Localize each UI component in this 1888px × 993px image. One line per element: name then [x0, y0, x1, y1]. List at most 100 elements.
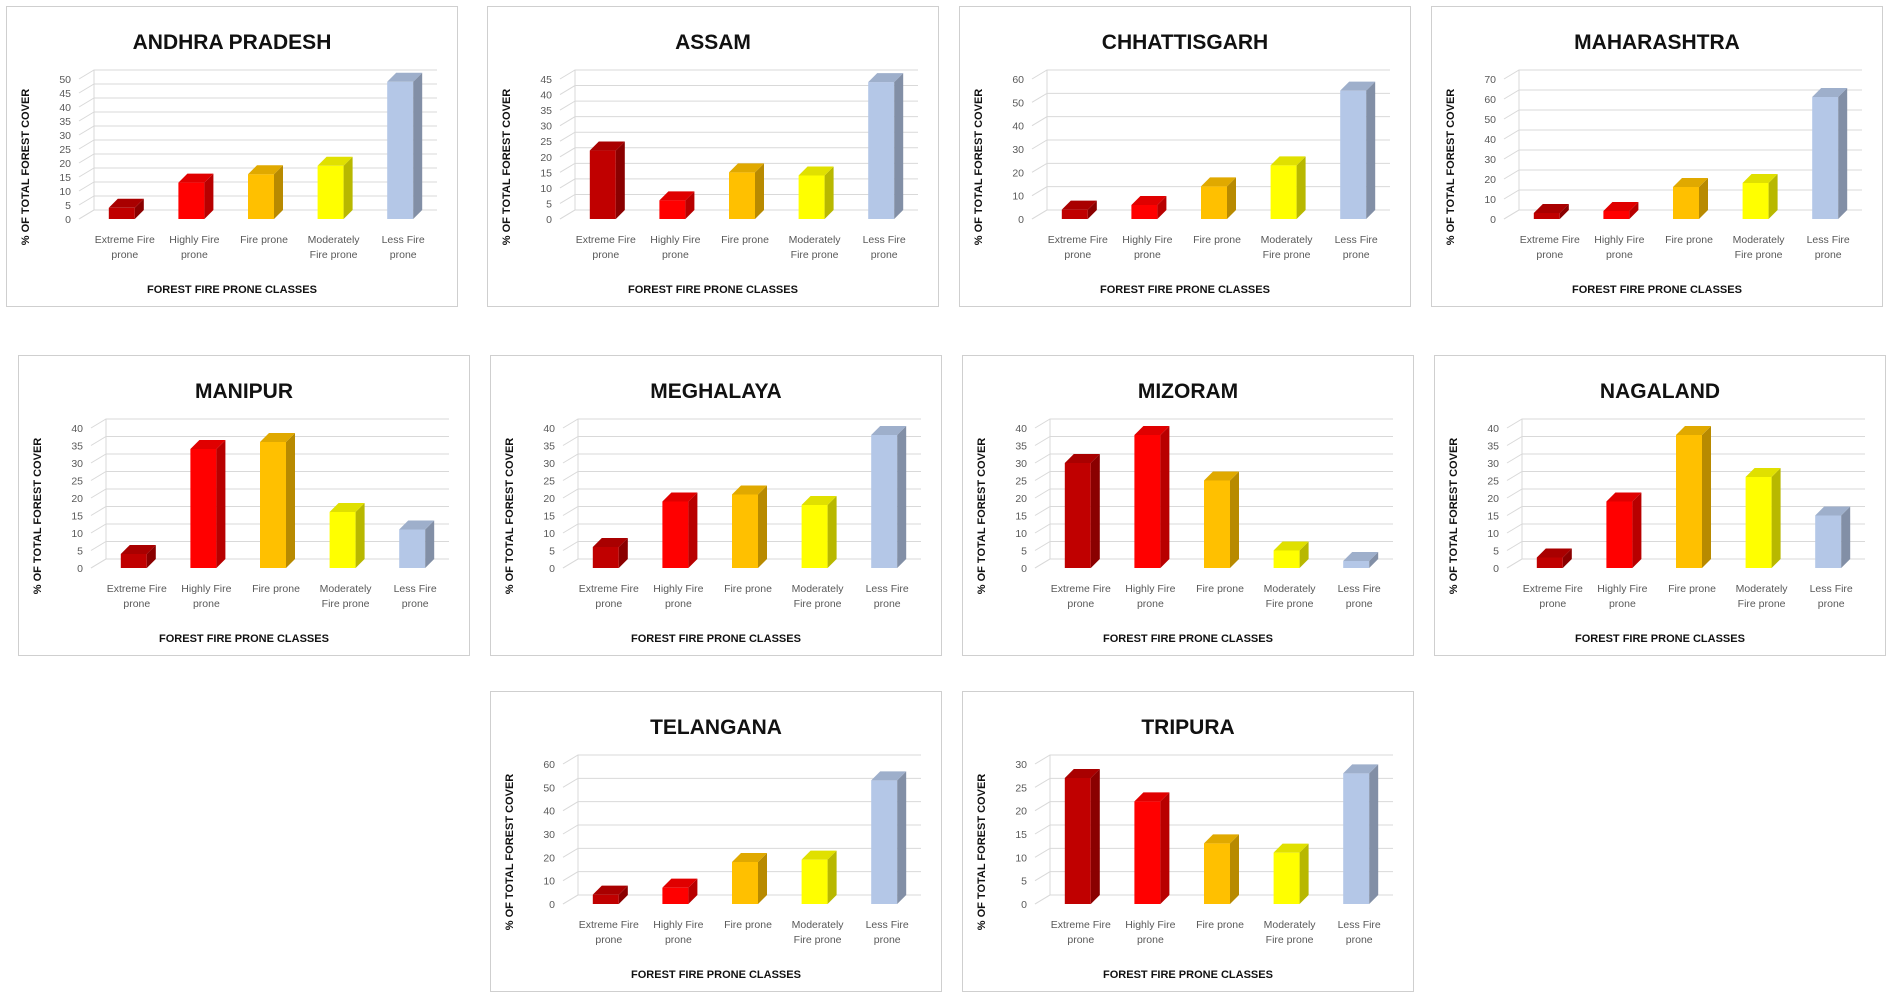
y-tick-label: 30 [1012, 144, 1024, 156]
gridline [1034, 754, 1393, 765]
y-tick-label: 25 [71, 476, 83, 488]
bar-side [1369, 552, 1379, 568]
bar [1134, 792, 1170, 904]
y-tick-label: 35 [1015, 441, 1027, 453]
bar-side [1702, 426, 1711, 568]
bar-front [1131, 205, 1158, 219]
bar-front [1606, 501, 1633, 568]
gridline [1506, 453, 1865, 464]
x-tick-label: Highly Fire [181, 583, 231, 595]
y-tick-label: 30 [540, 121, 552, 133]
y-tick-label: 0 [65, 214, 71, 226]
x-tick-label: prone [592, 249, 619, 261]
bar-top [662, 492, 698, 502]
bar-side [216, 440, 226, 568]
x-tick-label: Highly Fire [1125, 583, 1175, 595]
x-tick-label: Extreme Fire [1520, 234, 1580, 246]
x-tick-label: Extreme Fire [1051, 583, 1111, 595]
x-tick-label: Extreme Fire [579, 583, 639, 595]
chart-panel-assam: 0 5 10 15 20 25 30 35 40 45 Extreme Fire prone Highl… [487, 6, 939, 307]
y-tick-label: 30 [543, 829, 555, 841]
y-tick-label: 35 [1487, 441, 1499, 453]
bar [1343, 764, 1379, 904]
gridline [559, 162, 918, 173]
x-tick-label: Fire prone [794, 934, 842, 946]
bar [871, 426, 907, 568]
bar [1340, 81, 1376, 220]
gridline [559, 100, 918, 111]
y-tick-label: 10 [1484, 194, 1496, 206]
bar-side [688, 492, 698, 568]
y-tick-label: 25 [543, 476, 555, 488]
gridline [1034, 523, 1393, 534]
bar [1061, 200, 1097, 219]
x-tick-label: Fire prone [322, 598, 370, 610]
y-tick-label: 20 [543, 852, 555, 864]
x-tick-label: prone [665, 598, 692, 610]
y-tick-label: 35 [71, 441, 83, 453]
gridline [562, 824, 921, 835]
bar-top [729, 163, 764, 173]
bar-top [662, 878, 698, 888]
y-tick-label: 10 [59, 186, 71, 198]
bar-top [120, 545, 156, 554]
x-tick-label: Highly Fire [653, 583, 703, 595]
y-tick-label: 10 [540, 183, 552, 195]
x-tick-label: Highly Fire [1125, 919, 1175, 931]
bar-top [1134, 792, 1170, 802]
x-tick-label: prone [1606, 249, 1633, 261]
bar-side [413, 72, 423, 219]
y-tick-label: 45 [59, 88, 71, 100]
x-tick-label: prone [1343, 249, 1370, 261]
y-tick-label: 15 [1487, 511, 1499, 523]
bar-front [1603, 211, 1630, 219]
gridline [90, 418, 449, 429]
y-tick-label: 30 [71, 458, 83, 470]
y-tick-label: 25 [1015, 476, 1027, 488]
bar [801, 850, 837, 904]
y-tick-label: 0 [1490, 214, 1496, 226]
x-tick-label: prone [111, 249, 138, 261]
bar-front [1204, 843, 1230, 904]
bar [1064, 454, 1100, 568]
gridline [78, 83, 437, 94]
bar-side [1369, 764, 1379, 904]
x-axis-label: FOREST FIRE PRONE CLASSES [631, 633, 801, 645]
bar-front [868, 82, 895, 219]
y-tick-label: 5 [1493, 546, 1499, 558]
y-tick-label: 20 [1015, 493, 1027, 505]
bar-side [688, 878, 698, 904]
chart-panel-chhattisgarh: 0 10 20 30 40 50 60 Extreme Fire prone Highly Fir… [959, 6, 1411, 307]
x-tick-label: Moderately [789, 234, 842, 246]
y-tick-label: 40 [1015, 423, 1027, 435]
x-tick-label: Fire prone [310, 249, 358, 261]
y-tick-label: 15 [71, 511, 83, 523]
y-axis-label: % OF TOTAL FOREST COVER [1445, 88, 1457, 246]
bar-front [190, 449, 217, 568]
bar-top [1270, 156, 1306, 166]
gridline [1506, 418, 1865, 429]
x-tick-label: Moderately [1261, 234, 1314, 246]
bar-front [1815, 515, 1842, 568]
gridline [1031, 162, 1390, 173]
y-tick-label: 15 [543, 511, 555, 523]
bar-side [897, 771, 907, 904]
bar-side [1087, 200, 1097, 219]
bar [1134, 426, 1170, 568]
x-tick-label: Less Fire [1807, 234, 1850, 246]
bar-side [1559, 204, 1569, 219]
x-tick-label: Extreme Fire [1051, 919, 1111, 931]
bar-side [146, 545, 156, 568]
y-tick-label: 35 [543, 441, 555, 453]
x-tick-label: Moderately [320, 583, 373, 595]
gridline [1034, 453, 1393, 464]
bar-top [1673, 178, 1708, 187]
gridline [90, 471, 449, 481]
bar-top [1343, 764, 1379, 774]
x-axis-label: FOREST FIRE PRONE CLASSES [159, 633, 329, 645]
bar-side [286, 433, 295, 568]
y-tick-label: 0 [1018, 214, 1024, 226]
bar-side [1090, 769, 1100, 904]
y-tick-label: 0 [1493, 563, 1499, 575]
bar-side [615, 141, 625, 219]
